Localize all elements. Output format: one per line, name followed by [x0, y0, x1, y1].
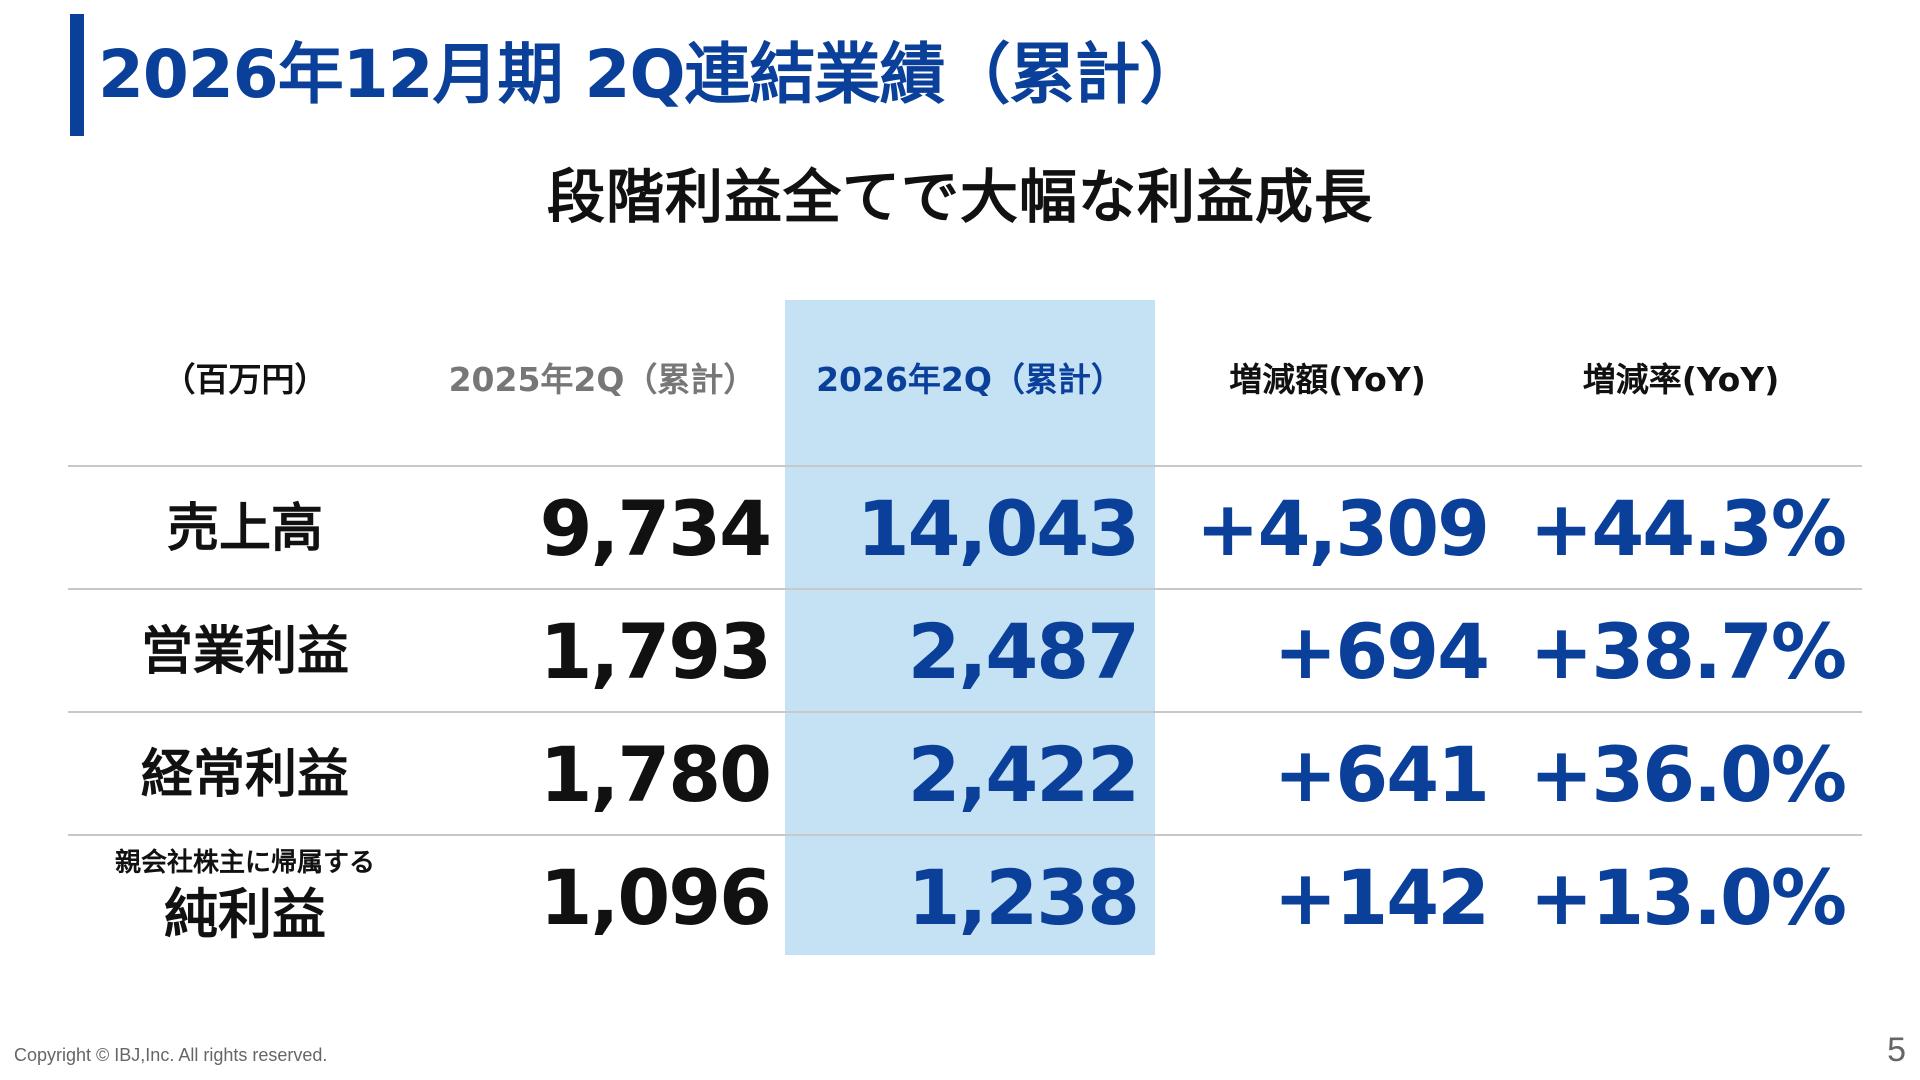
table-divider: [68, 465, 1862, 467]
table-row-ordinary-profit: 経常利益 1,780 2,422 +641 +36.0%: [0, 714, 1920, 836]
change-rate: +44.3%: [1529, 484, 1847, 573]
current-value: 2,422: [907, 730, 1140, 819]
header-change-amount: 増減額(YoY): [1229, 360, 1426, 399]
current-value: 1,238: [907, 853, 1140, 942]
row-label: 営業利益: [140, 622, 349, 682]
previous-value: 9,734: [539, 484, 772, 573]
table-divider: [68, 834, 1862, 836]
current-period-highlight: [785, 300, 1155, 955]
title-accent-bar: [70, 14, 84, 136]
change-rate: +38.7%: [1529, 607, 1847, 696]
change-amount: +4,309: [1195, 484, 1490, 573]
header-change-rate: 増減率(YoY): [1582, 360, 1780, 399]
header-unit: （百万円）: [162, 360, 328, 399]
header-previous-period: 2025年2Q（累計）: [448, 360, 757, 399]
row-label-prefix: 親会社株主に帰属する: [114, 848, 375, 878]
current-value: 14,043: [856, 484, 1140, 573]
previous-value: 1,780: [539, 730, 772, 819]
current-value: 2,487: [907, 607, 1140, 696]
change-amount: +694: [1273, 607, 1490, 696]
change-rate: +13.0%: [1529, 853, 1847, 942]
row-label: 経常利益: [140, 745, 349, 805]
page-subtitle: 段階利益全てで大幅な利益成長: [546, 163, 1373, 231]
page-title: 2026年12月期 2Q連結業績（累計）: [98, 36, 1206, 113]
table-divider: [68, 711, 1862, 713]
header-current-period: 2026年2Q（累計）: [816, 360, 1124, 399]
change-rate: +36.0%: [1529, 730, 1847, 819]
row-label: 親会社株主に帰属する 純利益: [70, 837, 420, 959]
change-amount: +641: [1273, 730, 1490, 819]
table-row-net-income: 親会社株主に帰属する 純利益 1,096 1,238 +142 +13.0%: [0, 837, 1920, 959]
table-divider: [68, 588, 1862, 590]
page-number: 5: [1887, 1031, 1906, 1069]
change-amount: +142: [1273, 853, 1490, 942]
previous-value: 1,793: [539, 607, 772, 696]
table-row-revenue: 売上高 9,734 14,043 +4,309 +44.3%: [0, 468, 1920, 590]
previous-value: 1,096: [539, 853, 772, 942]
row-label: 売上高: [166, 499, 323, 559]
copyright-notice: Copyright © IBJ,Inc. All rights reserved…: [14, 1045, 328, 1065]
row-label-main: 純利益: [164, 883, 326, 946]
table-row-operating-profit: 営業利益 1,793 2,487 +694 +38.7%: [0, 591, 1920, 713]
